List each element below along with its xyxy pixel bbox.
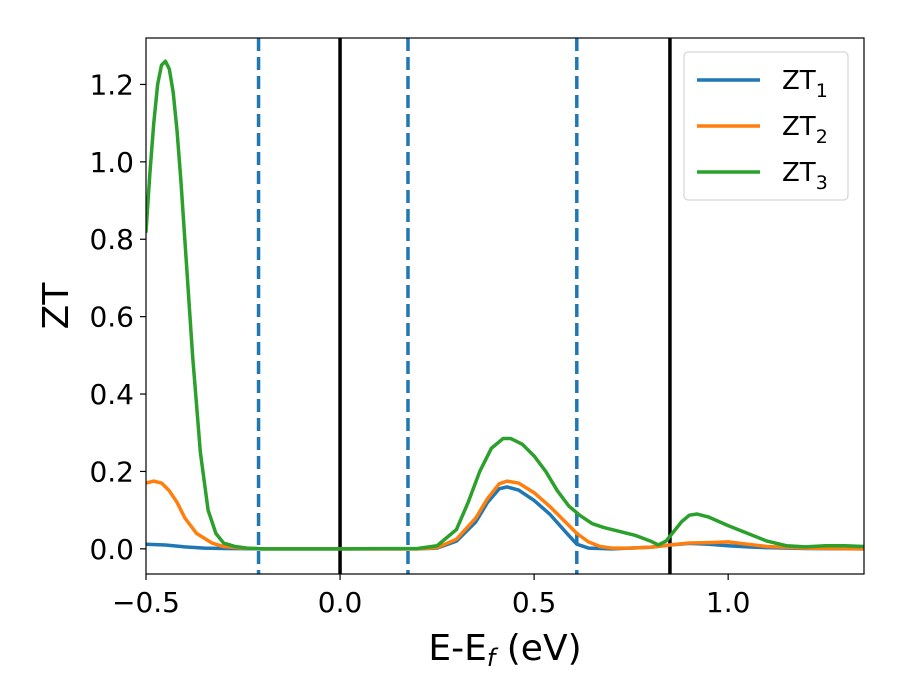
plot-frame	[145, 37, 865, 575]
x-tick-label-2: 0.5	[512, 586, 557, 619]
series-line-3	[146, 59, 864, 551]
legend: ZT1 ZT2 ZT3	[683, 51, 849, 201]
y-tick-label-2: 0.4	[89, 378, 134, 411]
y-axis-ticks: 0.0 0.2 0.4 0.6 0.8 1.0 1.2	[89, 68, 146, 566]
x-axis-label-suffix: (eV)	[495, 628, 581, 669]
y-tick-label-5: 1.0	[89, 146, 134, 179]
y-axis-label: ZT	[36, 282, 77, 330]
x-axis-label: E-Ef (eV)	[428, 628, 581, 672]
x-tick-label-3: 1.0	[706, 586, 751, 619]
y-tick-label-0: 0.0	[89, 533, 134, 566]
y-tick-label-6: 1.2	[89, 68, 134, 101]
legend-box	[683, 51, 849, 201]
series-lines	[146, 59, 864, 551]
legend-label-1: ZT1	[782, 66, 828, 102]
legend-label-2: ZT2	[782, 112, 828, 148]
y-tick-label-1: 0.2	[89, 455, 134, 488]
x-tick-label-0: −0.5	[112, 586, 180, 619]
reference-lines	[256, 38, 672, 574]
y-tick-label-4: 0.8	[89, 223, 134, 256]
x-axis-ticks: −0.5 0.0 0.5 1.0	[112, 574, 750, 619]
x-tick-label-1: 0.0	[318, 586, 363, 619]
x-axis-label-main: E-E	[428, 628, 486, 669]
series-line-1	[146, 485, 864, 551]
legend-label-3: ZT3	[782, 158, 828, 194]
y-tick-label-3: 0.6	[89, 301, 134, 334]
series-line-2	[146, 479, 864, 551]
